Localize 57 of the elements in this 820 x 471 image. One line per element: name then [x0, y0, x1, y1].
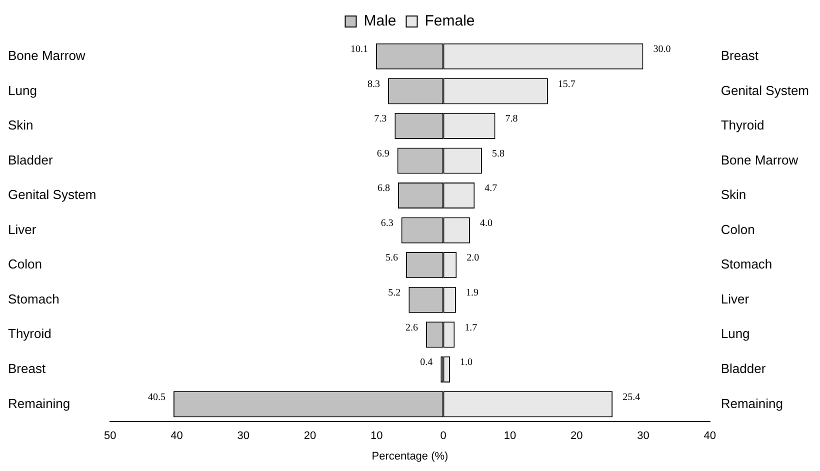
y2-tick-label: Remaining — [720, 396, 784, 411]
data-label: 15.7 — [558, 78, 576, 90]
data-label: 10.1 — [350, 44, 368, 56]
y2-tick-label: Liver — [720, 291, 750, 306]
data-label: 5.2 — [388, 287, 401, 298]
legend-label: Female — [424, 12, 475, 30]
legend-label: Male — [364, 12, 396, 30]
x-axis-title: Percentage (%) — [372, 450, 448, 462]
x-tick-label: 40 — [704, 430, 716, 442]
y2-tick-label: Bone Marrow — [720, 152, 799, 168]
x-tick-label: 20 — [570, 430, 583, 442]
data-label: 1.9 — [466, 287, 478, 298]
data-label: 6.8 — [378, 183, 390, 194]
data-label: 1.0 — [460, 357, 472, 368]
data-label: 4.7 — [484, 183, 498, 194]
y-tick-label: Remaining — [8, 396, 70, 411]
data-label: 6.9 — [376, 148, 390, 160]
y-tick-label: Bone Marrow — [8, 48, 86, 63]
x-tick-label: 0 — [440, 430, 446, 442]
y2-tick-label: Lung — [720, 326, 750, 342]
data-label: 2.0 — [466, 252, 480, 264]
data-label: 5.8 — [492, 148, 504, 160]
y2-tick-label: Bladder — [720, 361, 766, 376]
x-tick-label: 40 — [170, 430, 183, 442]
y2-tick-label: Stomach — [720, 256, 772, 272]
x-tick-label: 50 — [104, 430, 116, 442]
y2-tick-label: Colon — [720, 222, 755, 237]
y-tick-label: Genital System — [8, 187, 96, 202]
data-label: 30.0 — [653, 44, 671, 56]
x-tick-label: 10 — [370, 430, 383, 442]
data-label: 25.4 — [622, 392, 640, 403]
data-label: 7.3 — [374, 114, 387, 125]
y-tick-label: Bladder — [8, 152, 54, 168]
y-tick-label: Breast — [8, 361, 46, 376]
x-tick-label: 30 — [237, 430, 250, 442]
data-label: 0.4 — [420, 357, 433, 368]
y-tick-label: Stomach — [8, 291, 60, 306]
y2-tick-label: Thyroid — [720, 118, 764, 133]
y-tick-label: Skin — [8, 118, 34, 133]
data-label: 40.5 — [148, 392, 166, 403]
data-label: 8.3 — [368, 78, 380, 90]
y2-tick-label: Genital System — [720, 82, 810, 98]
x-tick-label: 30 — [637, 430, 650, 442]
data-label: 4.0 — [480, 218, 492, 229]
data-label: 6.3 — [380, 218, 394, 229]
y-tick-label: Colon — [8, 256, 42, 272]
y-tick-label: Thyroid — [8, 326, 52, 342]
x-tick-label: 20 — [304, 430, 316, 442]
data-label: 5.6 — [386, 252, 398, 264]
y-tick-label: Liver — [8, 222, 37, 237]
y2-tick-label: Breast — [720, 48, 759, 63]
data-label: 1.7 — [464, 322, 478, 334]
data-label: 2.6 — [405, 322, 418, 334]
y2-tick-label: Skin — [720, 187, 746, 202]
data-label: 7.8 — [505, 114, 518, 125]
x-tick-label: 10 — [504, 430, 516, 442]
y-tick-label: Lung — [8, 82, 37, 98]
